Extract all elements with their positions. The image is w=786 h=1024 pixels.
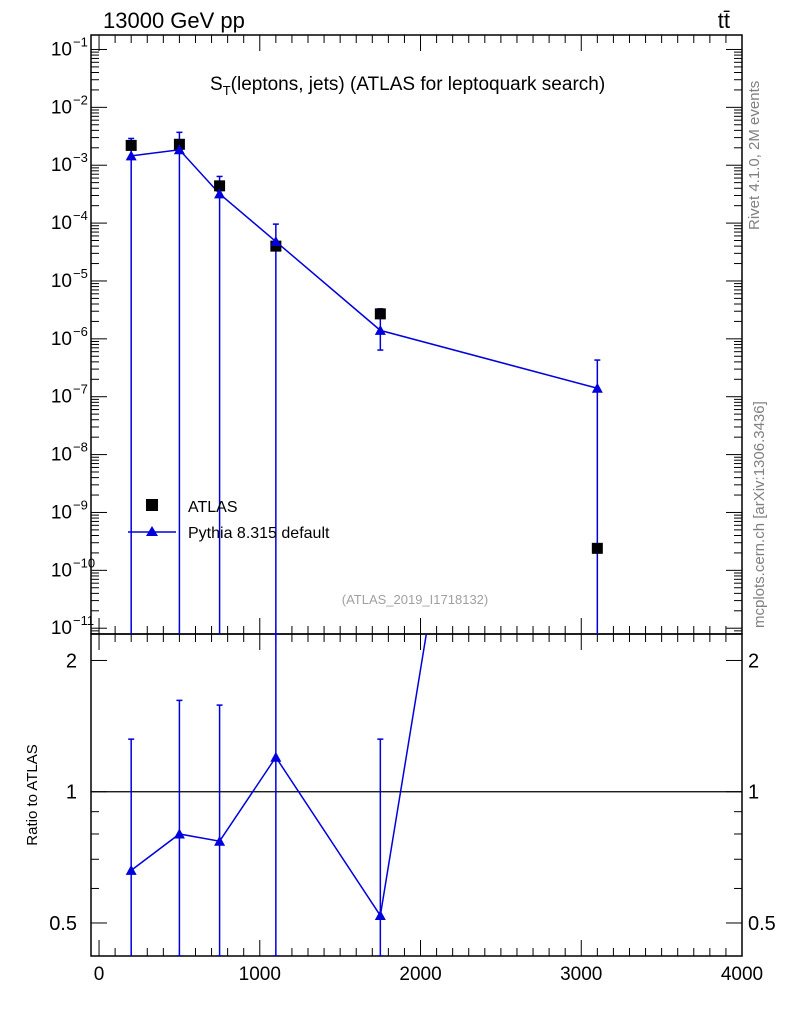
ratio-data	[125, 634, 428, 956]
y-tick-label: 10	[51, 271, 72, 292]
y-tick-label: 10	[51, 560, 72, 581]
pythia-point	[591, 382, 603, 393]
y-tick-label: 10	[51, 97, 72, 118]
atlas-point	[591, 542, 603, 554]
x-tick-label: 2000	[399, 964, 441, 985]
ratio-y-tick-label: 0.5	[49, 913, 77, 935]
y-tick-label-exponent: −1	[73, 34, 88, 49]
y-tick-label-exponent: −4	[73, 208, 88, 223]
y-tick-label-exponent: −7	[73, 382, 88, 397]
y-tick-label-exponent: −3	[73, 150, 88, 165]
y-tick-label: 10	[51, 39, 72, 60]
y-tick-label: 10	[51, 155, 72, 176]
pythia-point	[214, 188, 226, 199]
mcplots-label: mcplots.cern.ch [arXiv:1306.3436]	[751, 401, 768, 628]
process-label: tt̄	[718, 8, 730, 33]
y-tick-label-exponent: −2	[73, 92, 88, 107]
ratio-point	[173, 828, 185, 839]
main-panel-frame	[90, 34, 743, 635]
atlas-point	[214, 180, 226, 192]
ratio-line	[130, 634, 428, 918]
y-tick-label: 10	[51, 502, 72, 523]
atlas-point	[125, 139, 137, 151]
y-tick-label: 10	[51, 329, 72, 350]
main-axes: 10−1110−1010−910−810−710−610−510−410−310…	[51, 34, 743, 639]
x-tick-label: 3000	[560, 964, 602, 985]
atlas-point	[270, 240, 282, 252]
ratio-ylabel: Ratio to ATLAS	[24, 744, 41, 845]
pythia-line	[131, 148, 598, 389]
y-tick-label: 10	[51, 618, 72, 639]
ratio-point	[270, 751, 282, 762]
legend: ATLAS Pythia 8.315 default	[128, 499, 330, 542]
atlas-point	[374, 308, 386, 320]
y-tick-label: 10	[51, 213, 72, 234]
plot-title: ST(leptons, jets) (ATLAS for leptoquark …	[210, 74, 605, 98]
pythia-point	[374, 324, 386, 335]
ratio-y-tick-label-right: 2	[748, 650, 759, 672]
x-tick-label: 1000	[239, 964, 281, 985]
ratio-y-tick-label-right: 0.5	[748, 913, 776, 935]
legend-pythia-label: Pythia 8.315 default	[188, 525, 330, 542]
main-data	[125, 131, 603, 634]
y-tick-label-exponent: −8	[73, 440, 88, 455]
ratio-y-tick-label: 1	[66, 782, 77, 804]
pythia-point	[270, 236, 282, 247]
ratio-point	[125, 864, 137, 875]
ratio-point	[374, 910, 386, 921]
rivet-label: Rivet 4.1.0, 2M events	[746, 81, 763, 230]
y-tick-label-exponent: −9	[73, 497, 88, 512]
legend-atlas-marker	[146, 499, 158, 511]
ratio-y-tick-label: 2	[66, 650, 77, 672]
energy-label: 13000 GeV pp	[103, 8, 245, 33]
pythia-point	[125, 150, 137, 161]
ratio-y-tick-label-right: 1	[748, 782, 759, 804]
x-tick-label: 0	[94, 964, 105, 985]
analysis-label: (ATLAS_2019_I1718132)	[342, 592, 488, 607]
legend-atlas-label: ATLAS	[188, 499, 238, 516]
y-tick-label-exponent: −6	[73, 324, 88, 339]
y-tick-label-exponent: −5	[73, 266, 88, 281]
ratio-panel-frame	[90, 633, 743, 957]
y-tick-label-exponent: −11	[73, 613, 94, 628]
ratio-axes: 0 1000 2000 3000 4000 0.5 0.5 1 1 2 2	[49, 634, 776, 985]
y-tick-label-exponent: −10	[73, 555, 95, 570]
legend-pythia-marker	[146, 526, 158, 536]
ratio-point	[214, 835, 226, 846]
y-tick-label: 10	[51, 445, 72, 466]
y-tick-label: 10	[51, 387, 72, 408]
pythia-point	[173, 144, 185, 155]
x-tick-label: 4000	[721, 964, 763, 985]
